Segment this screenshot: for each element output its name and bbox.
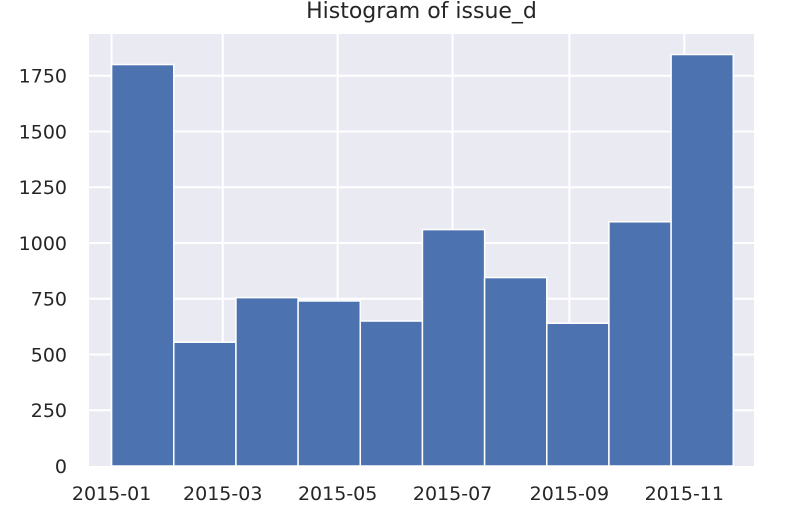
histogram-bar [608,221,672,467]
x-tick-label: 2015-09 [530,483,609,505]
x-tick-label: 2015-01 [72,483,151,505]
histogram-bar [297,300,362,467]
y-tick-label: 1750 [19,66,67,88]
y-tick-label: 0 [55,456,67,478]
bars [110,53,735,467]
histogram-bar [235,296,299,467]
x-tick-label: 2015-03 [183,483,262,505]
histogram-bar [110,63,175,467]
histogram-bar [421,228,486,467]
y-tick-label: 750 [31,289,67,311]
x-tick-label: 2015-05 [298,483,377,505]
histogram-bar [546,322,610,467]
y-tick-label: 1250 [19,177,67,199]
x-tick-label: 2015-11 [645,483,724,505]
y-axis: 0 250 500 750 1000 1250 1500 1750 [19,66,67,478]
y-tick-label: 1500 [19,121,67,143]
y-tick-label: 500 [31,344,67,366]
y-tick-label: 250 [31,400,67,422]
histogram-bar [670,53,735,467]
y-tick-label: 1000 [19,233,67,255]
chart-title: Histogram of issue_d [306,0,537,24]
histogram-bar [483,276,548,467]
histogram-bar [359,320,424,467]
x-tick-label: 2015-07 [413,483,492,505]
x-axis: 2015-01 2015-03 2015-05 2015-07 2015-09 2015-… [72,483,724,505]
histogram-bar [173,341,237,467]
